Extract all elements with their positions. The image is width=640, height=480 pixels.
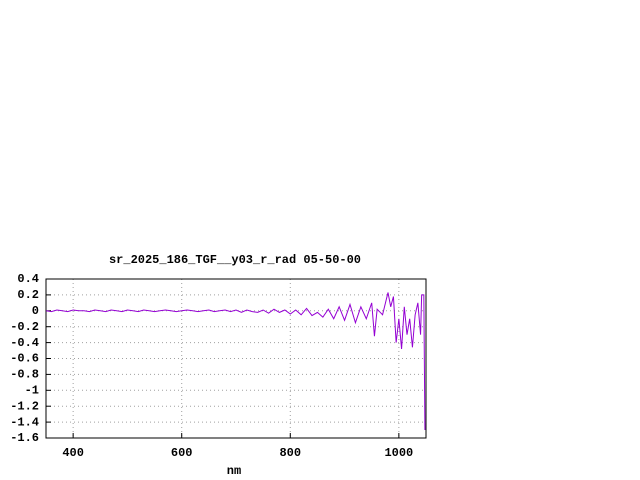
x-tick-label: 1000 bbox=[384, 446, 413, 460]
x-tick-label: 800 bbox=[279, 446, 301, 460]
y-tick-label: -0.4 bbox=[10, 336, 39, 350]
x-tick-label: 400 bbox=[62, 446, 84, 460]
x-tick-label: 600 bbox=[171, 446, 193, 460]
plot-frame bbox=[45, 278, 427, 439]
y-tick-label: -1.6 bbox=[10, 431, 39, 445]
y-tick-label: -1 bbox=[25, 383, 39, 397]
x-axis-label: nm bbox=[227, 464, 241, 478]
y-tick-label: 0.4 bbox=[17, 272, 39, 286]
y-tick-label: -0.6 bbox=[10, 352, 39, 366]
y-tick-label: -0.2 bbox=[10, 320, 39, 334]
y-tick-label: 0 bbox=[32, 304, 39, 318]
data-line bbox=[45, 292, 426, 431]
chart-title: sr_2025_186_TGF__y03_r_rad 05-50-00 bbox=[109, 253, 361, 267]
y-tick-label: -1.2 bbox=[10, 399, 39, 413]
y-tick-label: 0.2 bbox=[17, 288, 39, 302]
y-tick-label: -0.8 bbox=[10, 368, 39, 382]
y-tick-label: -1.4 bbox=[10, 415, 39, 429]
